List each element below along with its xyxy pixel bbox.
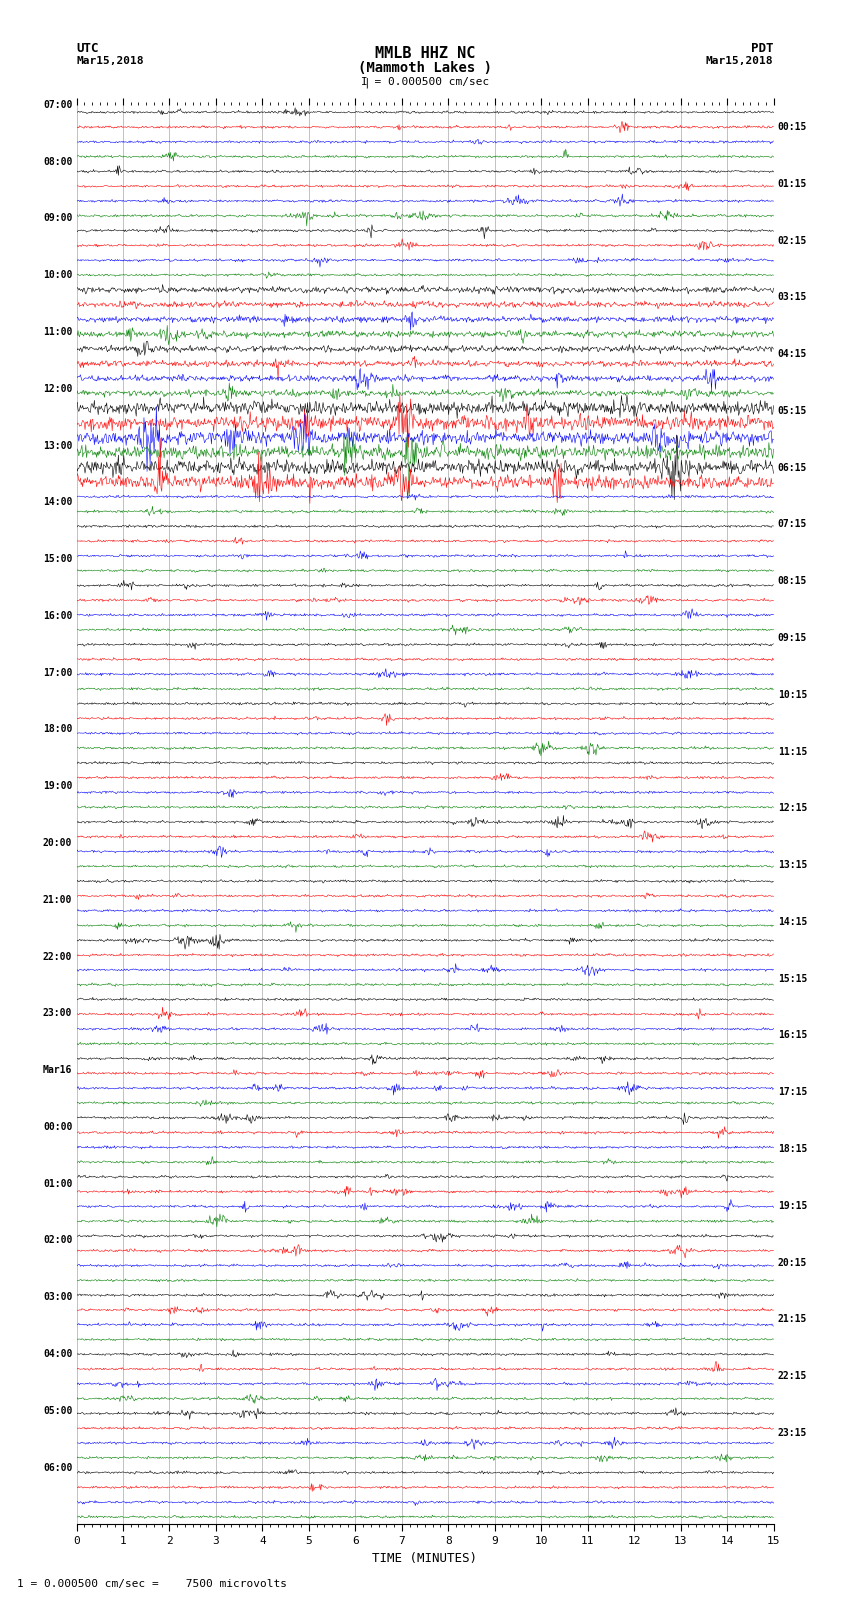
Text: 19:15: 19:15 [778, 1200, 807, 1211]
Text: 09:00: 09:00 [42, 213, 72, 223]
Text: (Mammoth Lakes ): (Mammoth Lakes ) [358, 61, 492, 74]
Text: 10:00: 10:00 [42, 271, 72, 281]
Text: 15:00: 15:00 [42, 555, 72, 565]
Text: 05:15: 05:15 [778, 406, 807, 416]
Text: 02:00: 02:00 [42, 1236, 72, 1245]
Text: 01:00: 01:00 [42, 1179, 72, 1189]
Text: Mar16: Mar16 [42, 1065, 72, 1074]
Text: 11:15: 11:15 [778, 747, 807, 756]
Text: 10:15: 10:15 [778, 690, 807, 700]
Text: 05:00: 05:00 [42, 1407, 72, 1416]
Text: 17:00: 17:00 [42, 668, 72, 677]
Text: 03:15: 03:15 [778, 292, 807, 302]
Text: 23:00: 23:00 [42, 1008, 72, 1018]
Text: 20:00: 20:00 [42, 839, 72, 848]
Text: 17:15: 17:15 [778, 1087, 807, 1097]
Text: 18:00: 18:00 [42, 724, 72, 734]
Text: 00:00: 00:00 [42, 1123, 72, 1132]
Text: UTC: UTC [76, 42, 99, 55]
Text: 07:00: 07:00 [42, 100, 72, 110]
Text: 19:00: 19:00 [42, 781, 72, 790]
Text: 16:15: 16:15 [778, 1031, 807, 1040]
Text: 06:00: 06:00 [42, 1463, 72, 1473]
Text: 13:00: 13:00 [42, 440, 72, 450]
Text: 11:00: 11:00 [42, 327, 72, 337]
Text: MMLB HHZ NC: MMLB HHZ NC [375, 45, 475, 61]
X-axis label: TIME (MINUTES): TIME (MINUTES) [372, 1552, 478, 1565]
Text: 07:15: 07:15 [778, 519, 807, 529]
Text: I = 0.000500 cm/sec: I = 0.000500 cm/sec [361, 77, 489, 87]
Text: 06:15: 06:15 [778, 463, 807, 473]
Text: 18:15: 18:15 [778, 1144, 807, 1153]
Text: 20:15: 20:15 [778, 1258, 807, 1268]
Text: 14:00: 14:00 [42, 497, 72, 506]
Text: 15:15: 15:15 [778, 974, 807, 984]
Text: 08:00: 08:00 [42, 156, 72, 166]
Text: 08:15: 08:15 [778, 576, 807, 586]
Text: 22:00: 22:00 [42, 952, 72, 961]
Text: 01:15: 01:15 [778, 179, 807, 189]
Text: 14:15: 14:15 [778, 916, 807, 927]
Text: 23:15: 23:15 [778, 1428, 807, 1437]
Text: 04:00: 04:00 [42, 1348, 72, 1358]
Text: 12:00: 12:00 [42, 384, 72, 394]
Text: |: | [363, 77, 370, 87]
Text: 13:15: 13:15 [778, 860, 807, 869]
Text: Mar15,2018: Mar15,2018 [76, 56, 144, 66]
Text: Mar15,2018: Mar15,2018 [706, 56, 774, 66]
Text: 09:15: 09:15 [778, 632, 807, 644]
Text: 21:00: 21:00 [42, 895, 72, 905]
Text: 00:15: 00:15 [778, 123, 807, 132]
Text: 12:15: 12:15 [778, 803, 807, 813]
Text: 02:15: 02:15 [778, 235, 807, 245]
Text: 03:00: 03:00 [42, 1292, 72, 1302]
Text: 16:00: 16:00 [42, 611, 72, 621]
Text: 21:15: 21:15 [778, 1315, 807, 1324]
Text: 22:15: 22:15 [778, 1371, 807, 1381]
Text: PDT: PDT [751, 42, 774, 55]
Text: 04:15: 04:15 [778, 348, 807, 360]
Text: 1 = 0.000500 cm/sec =    7500 microvolts: 1 = 0.000500 cm/sec = 7500 microvolts [17, 1579, 287, 1589]
